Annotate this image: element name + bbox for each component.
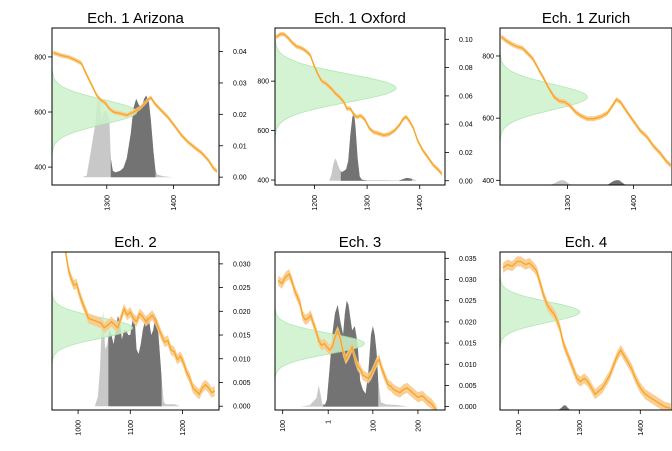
bottom-tick-label: 1200 <box>312 195 319 211</box>
calibration-curve <box>64 252 216 396</box>
panel-3: Ech. 1 Zurich 400 600 800 1300 1400 <box>482 10 672 211</box>
bottom-tick-label: 1400 <box>638 420 645 436</box>
calibration-curve <box>275 33 443 175</box>
distribution-tail <box>329 111 418 181</box>
left-tick-label: 800 <box>257 79 269 86</box>
bottom-tick-label: 1400 <box>631 195 638 211</box>
calibration-density <box>275 31 397 145</box>
panel-frame <box>51 251 220 411</box>
bottom-tick-label: 200 <box>415 420 422 432</box>
right-tick-label: 0.015 <box>233 333 251 340</box>
panel-6: Ech. 4 1200 1300 1400 <box>499 234 672 436</box>
left-tick-label: 600 <box>482 116 494 123</box>
left-tick-label: 400 <box>257 178 269 185</box>
right-tick-label: 0.030 <box>459 277 477 284</box>
left-tick-label: 400 <box>482 178 494 185</box>
distribution-core <box>340 111 412 181</box>
plot-area <box>500 256 671 410</box>
distribution-core <box>556 405 570 410</box>
calibration-band <box>53 50 217 174</box>
bottom-tick-label: 1400 <box>171 195 178 211</box>
right-tick-label: 0.000 <box>459 404 477 411</box>
bottom-tick-label: 1 <box>326 420 333 424</box>
right-tick-label: 0.00 <box>233 175 247 182</box>
left-tick-label: 400 <box>34 165 46 172</box>
calibration-density <box>500 46 588 148</box>
plot-area <box>52 50 218 178</box>
bottom-tick-label: 100 <box>280 420 287 432</box>
right-tick-label: 0.02 <box>233 112 247 119</box>
panel-1: Ech. 1 Arizona 400 600 800 0.00 0.01 0.02 0.03 0… <box>34 10 246 211</box>
right-tick-label: 0.025 <box>233 285 251 292</box>
right-tick-label: 0.000 <box>233 404 251 411</box>
right-tick-label: 0.00 <box>459 178 473 185</box>
panel-frame <box>274 251 446 411</box>
bottom-tick-label: 1200 <box>516 420 523 436</box>
calibration-band <box>65 252 215 400</box>
right-tick-label: 0.010 <box>233 356 251 363</box>
left-tick-label: 800 <box>482 53 494 60</box>
right-tick-label: 0.10 <box>459 37 473 44</box>
right-tick-label: 0.035 <box>459 256 477 263</box>
bottom-tick-label: 1300 <box>104 195 111 211</box>
panel-title: Ech. 2 <box>114 234 157 251</box>
right-tick-label: 0.04 <box>233 49 247 56</box>
calibration-curve <box>502 260 671 410</box>
bottom-tick-label: 1000 <box>76 420 83 436</box>
panel-4: Ech. 2 0.000 0.005 0.010 0.015 0.020 0.025 0.03… <box>51 234 251 436</box>
right-tick-label: 0.005 <box>459 383 477 390</box>
right-tick-label: 0.020 <box>459 319 477 326</box>
bottom-tick-label: 1200 <box>180 420 187 436</box>
panel-frame <box>499 251 672 411</box>
panel-5: Ech. 3 0.000 0.005 0.010 0.015 0.020 0.025 0.03… <box>274 234 477 432</box>
right-tick-label: 0.02 <box>459 150 473 157</box>
panel-title: Ech. 3 <box>339 234 382 251</box>
right-tick-label: 0.01 <box>233 143 247 150</box>
calibration-density <box>500 271 581 354</box>
panel-title: Ech. 1 Arizona <box>87 10 184 27</box>
bottom-tick-label: 1400 <box>417 195 424 211</box>
right-tick-label: 0.08 <box>459 65 473 72</box>
bottom-tick-label: 1300 <box>365 195 372 211</box>
panel-frame <box>51 27 220 186</box>
bottom-tick-label: 1100 <box>128 420 135 435</box>
distribution-core <box>597 180 625 185</box>
calibration-curve <box>277 273 437 410</box>
left-tick-label: 600 <box>34 110 46 117</box>
plot-area <box>275 31 443 181</box>
panel-title: Ech. 4 <box>565 234 608 251</box>
plot-area <box>500 34 672 185</box>
right-tick-label: 0.04 <box>459 122 473 129</box>
left-tick-label: 800 <box>34 54 46 61</box>
bottom-tick-label: 100 <box>370 420 377 432</box>
panel-title: Ech. 1 Zurich <box>542 10 630 27</box>
calibration-curve <box>500 36 672 166</box>
calibration-band <box>503 256 671 410</box>
calibration-density <box>52 286 134 369</box>
left-tick-label: 600 <box>257 128 269 135</box>
right-tick-label: 0.03 <box>233 80 247 87</box>
plot-area <box>275 269 438 410</box>
right-tick-label: 0.015 <box>459 341 477 348</box>
right-tick-label: 0.005 <box>233 380 251 387</box>
calibration-curve <box>53 52 218 172</box>
bottom-tick-label: 1300 <box>577 420 584 436</box>
distribution-core <box>108 316 162 407</box>
right-tick-label: 0.010 <box>459 362 477 369</box>
right-tick-label: 0.06 <box>459 93 473 100</box>
right-tick-label: 0.030 <box>233 261 251 268</box>
plot-area <box>52 252 216 407</box>
right-tick-label: 0.025 <box>459 298 477 305</box>
panel-frame <box>274 27 446 186</box>
panel-frame <box>499 27 672 186</box>
panel-2: Ech. 1 Oxford 400 600 800 0.00 0.02 0.04 0.06 0.… <box>257 10 472 211</box>
right-tick-label: 0.020 <box>233 309 251 316</box>
distribution-core <box>110 95 156 178</box>
bottom-tick-label: 1300 <box>565 195 572 211</box>
panel-title: Ech. 1 Oxford <box>314 10 406 27</box>
